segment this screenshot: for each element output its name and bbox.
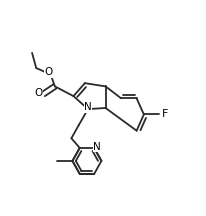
Text: O: O: [34, 88, 42, 98]
Text: O: O: [44, 67, 53, 77]
Text: N: N: [93, 142, 101, 152]
Text: F: F: [161, 110, 167, 119]
Text: N: N: [84, 102, 91, 112]
